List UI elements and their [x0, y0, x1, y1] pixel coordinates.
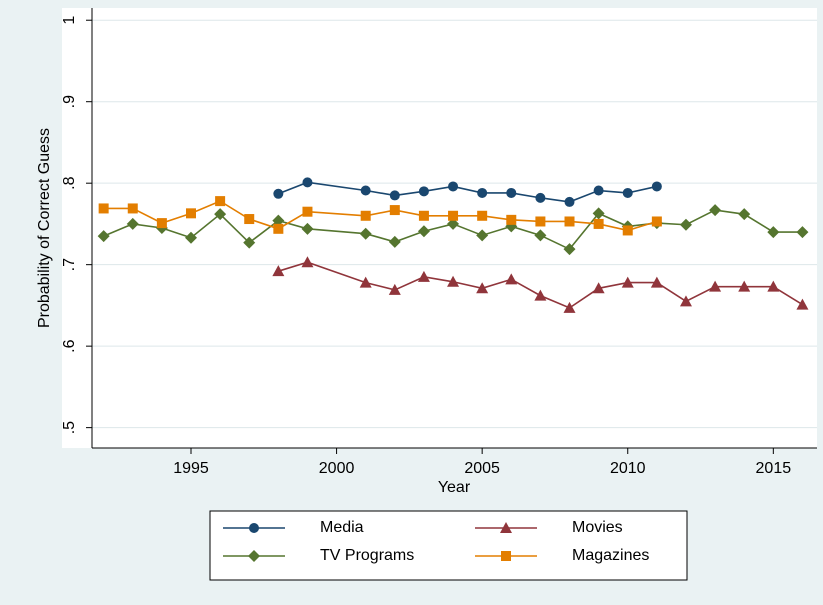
marker: [249, 523, 259, 533]
marker: [272, 214, 285, 227]
marker: [651, 181, 662, 192]
marker: [447, 275, 460, 287]
marker: [243, 236, 256, 249]
marker: [185, 208, 196, 219]
marker: [126, 217, 139, 230]
marker: [622, 225, 633, 236]
marker: [389, 205, 400, 216]
marker: [476, 229, 489, 242]
marker: [360, 185, 371, 196]
marker: [651, 216, 662, 227]
marker: [360, 210, 371, 221]
x-tick-label: 2000: [319, 460, 355, 477]
marker: [359, 227, 372, 240]
marker: [302, 177, 313, 188]
marker: [593, 185, 604, 196]
x-tick-label: 1995: [173, 460, 209, 477]
marker: [476, 282, 489, 294]
marker: [359, 276, 372, 288]
marker: [564, 196, 575, 207]
series-line: [278, 261, 803, 309]
marker: [301, 256, 314, 268]
y-axis-label: Probability of Correct Guess: [36, 128, 53, 328]
marker: [796, 298, 809, 310]
marker: [679, 295, 692, 307]
marker: [301, 222, 314, 235]
marker: [302, 206, 313, 217]
marker: [592, 282, 605, 294]
legend-label: Media: [320, 519, 364, 536]
marker: [738, 208, 751, 221]
series-line: [103, 209, 803, 251]
marker: [535, 192, 546, 203]
marker: [535, 216, 546, 227]
y-tick-label: .6: [61, 339, 78, 352]
marker: [448, 210, 459, 221]
legend-label: Magazines: [572, 547, 649, 564]
marker: [593, 218, 604, 229]
marker: [506, 187, 517, 198]
marker: [248, 550, 260, 562]
marker: [417, 270, 430, 282]
marker: [418, 210, 429, 221]
marker: [622, 187, 633, 198]
marker: [418, 186, 429, 197]
marker: [273, 188, 284, 199]
marker: [621, 276, 634, 288]
marker: [767, 226, 780, 239]
marker: [505, 273, 518, 285]
marker: [272, 265, 285, 277]
x-tick-label: 2005: [464, 460, 500, 477]
marker: [215, 196, 226, 207]
marker: [447, 217, 460, 230]
marker: [709, 280, 722, 292]
y-tick-label: .5: [61, 421, 78, 434]
marker: [273, 223, 284, 234]
marker: [738, 280, 751, 292]
y-tick-label: .8: [61, 176, 78, 189]
marker: [563, 243, 576, 256]
marker: [767, 280, 780, 292]
legend-label: Movies: [572, 519, 623, 536]
marker: [214, 208, 227, 221]
marker: [650, 276, 663, 288]
marker: [534, 229, 547, 242]
marker: [477, 187, 488, 198]
x-axis-label: Year: [438, 479, 471, 496]
marker: [679, 218, 692, 231]
marker: [796, 226, 809, 239]
marker: [388, 283, 401, 295]
marker: [244, 214, 255, 225]
x-tick-label: 2010: [610, 460, 646, 477]
marker: [534, 289, 547, 301]
marker: [97, 230, 110, 243]
marker: [127, 203, 138, 214]
marker: [500, 522, 512, 533]
marker: [448, 181, 459, 192]
marker: [506, 214, 517, 225]
marker: [563, 301, 576, 313]
marker: [477, 210, 488, 221]
marker: [564, 216, 575, 227]
y-tick-label: .9: [61, 95, 78, 108]
marker: [501, 551, 511, 561]
marker: [417, 225, 430, 238]
legend: [209, 510, 688, 581]
y-tick-label: 1: [61, 16, 78, 25]
marker: [184, 231, 197, 244]
marker: [388, 235, 401, 248]
marker: [98, 203, 109, 214]
marker: [592, 207, 605, 220]
marker: [389, 190, 400, 201]
legend-label: TV Programs: [320, 547, 414, 564]
marker: [156, 218, 167, 229]
x-tick-label: 2015: [756, 460, 792, 477]
y-tick-label: .7: [61, 258, 78, 271]
marker: [709, 204, 722, 217]
